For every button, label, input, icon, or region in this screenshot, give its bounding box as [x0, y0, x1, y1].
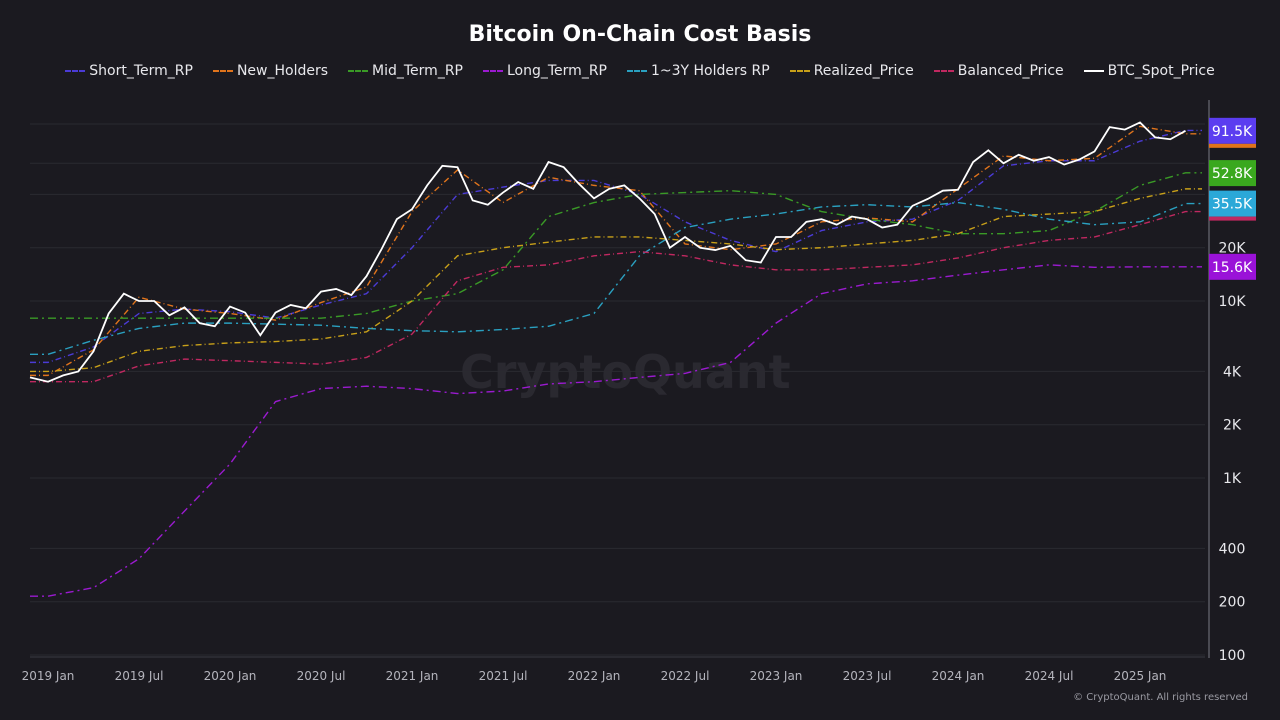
y-tick-label: 100: [1219, 648, 1246, 664]
legend-swatch: [1083, 70, 1104, 72]
legend: Short_Term_RP New_Holders Mid_Term_RP Long_…: [0, 63, 1280, 79]
legend-label: Balanced_Price: [957, 63, 1064, 79]
x-tick-label: 2019 Jan: [22, 669, 75, 683]
legend-item[interactable]: Short_Term_RP: [65, 63, 193, 79]
series-line-1-3y-holders-rp: [30, 201, 1202, 355]
chart-title: Bitcoin On-Chain Cost Basis: [468, 22, 812, 47]
legend-item[interactable]: BTC_Spot_Price: [1083, 63, 1215, 79]
legend-swatch: [348, 70, 369, 72]
legend-label: BTC_Spot_Price: [1107, 63, 1215, 79]
legend-label: New_Holders: [236, 63, 329, 79]
x-tick-label: 2020 Jul: [297, 669, 346, 683]
y-tick-label: 200: [1219, 595, 1246, 611]
series-line-short-term-rp: [30, 129, 1202, 364]
last-value-badge: 35.5K: [1209, 190, 1256, 221]
copyright: © CryptoQuant. All rights reserved: [1073, 692, 1248, 703]
series-line-balanced-price: [30, 210, 1202, 383]
legend-item[interactable]: Mid_Term_RP: [348, 63, 463, 79]
legend-item[interactable]: Realized_Price: [789, 63, 914, 79]
legend-label: Realized_Price: [813, 63, 914, 79]
legend-swatch: [483, 70, 503, 72]
legend-item[interactable]: Balanced_Price: [933, 63, 1064, 79]
legend-swatch: [65, 70, 86, 72]
x-tick-label: 2023 Jan: [750, 669, 803, 683]
last-value-label: 52.8K: [1212, 166, 1253, 182]
x-tick-label: 2023 Jul: [843, 669, 892, 683]
series-line-realized-price: [30, 188, 1202, 373]
x-tick-label: 2022 Jul: [661, 669, 710, 683]
legend-item[interactable]: New_Holders: [212, 63, 329, 79]
legend-swatch: [626, 70, 647, 72]
legend-swatch: [212, 70, 233, 72]
legend-label: Long_Term_RP: [507, 63, 607, 79]
last-value-badge: 91.5K: [1209, 117, 1256, 148]
x-tick-label: 2022 Jan: [568, 669, 621, 683]
x-tick-label: 2021 Jan: [386, 669, 439, 683]
last-value-label: 91.5K: [1212, 124, 1253, 140]
legend-swatch: [933, 70, 954, 72]
y-tick-label: 400: [1219, 541, 1246, 557]
last-value-badge: 52.8K: [1209, 160, 1256, 187]
x-tick-label: 2024 Jan: [932, 669, 985, 683]
last-value-badge: 15.6K: [1209, 253, 1256, 280]
x-tick-label: 2025 Jan: [1114, 669, 1167, 683]
y-tick-label: 10K: [1219, 294, 1247, 310]
last-value-label: 35.5K: [1212, 197, 1253, 213]
x-tick-label: 2020 Jan: [204, 669, 257, 683]
legend-swatch: [789, 70, 810, 72]
legend-item[interactable]: 1~3Y Holders RP: [626, 63, 770, 79]
y-tick-label: 1K: [1223, 471, 1242, 487]
x-tick-label: 2021 Jul: [479, 669, 528, 683]
series-line-long-term-rp: [30, 264, 1202, 597]
legend-item[interactable]: Long_Term_RP: [483, 63, 607, 79]
last-value-label: 15.6K: [1212, 260, 1253, 276]
x-tick-label: 2019 Jul: [115, 669, 164, 683]
x-tick-label: 2024 Jul: [1025, 669, 1074, 683]
legend-label: Mid_Term_RP: [372, 63, 463, 79]
legend-label: Short_Term_RP: [89, 63, 193, 79]
watermark: CryptoQuant: [460, 345, 791, 399]
y-tick-label: 4K: [1223, 364, 1242, 380]
y-tick-label: 20K: [1219, 241, 1247, 257]
series-line-btc-spot-price: [29, 121, 1186, 383]
legend-label: 1~3Y Holders RP: [650, 63, 770, 79]
y-tick-label: 2K: [1223, 418, 1242, 434]
